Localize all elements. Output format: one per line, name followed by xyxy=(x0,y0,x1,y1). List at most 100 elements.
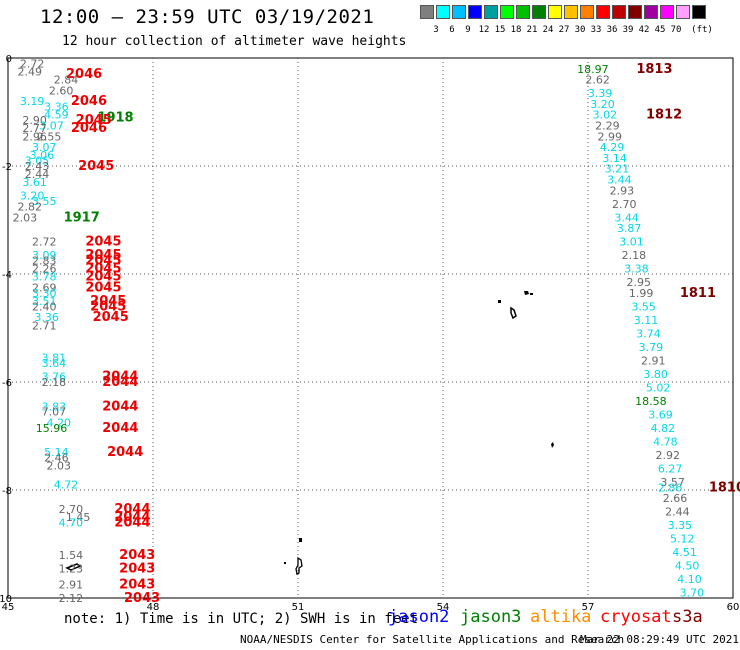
pass-time-label: 2045 xyxy=(85,262,121,277)
legend-swatch xyxy=(644,5,658,19)
wave-height-label: 2.91 xyxy=(59,579,84,592)
legend-swatch xyxy=(452,5,466,19)
pass-time-label: 1812 xyxy=(646,108,682,123)
wave-height-label: 3.07 xyxy=(39,120,64,133)
wave-height-label: 4.72 xyxy=(54,479,79,492)
wave-height-label: 3.83 xyxy=(42,400,67,413)
satellite-legend-item: jason2 xyxy=(388,607,450,627)
wave-height-label: 2.72 xyxy=(32,236,57,249)
legend-label: 45 xyxy=(654,25,666,35)
legend-label: 12 xyxy=(478,25,490,35)
legend-label: 6 xyxy=(449,25,455,35)
wave-height-label: 4.29 xyxy=(600,141,625,154)
pass-time-label: 2044 xyxy=(102,399,138,414)
pass-time-label: 2044 xyxy=(114,502,150,517)
pass-time-label: 2045 xyxy=(90,299,126,314)
legend-swatch xyxy=(420,5,434,19)
wave-height-label: 3.39 xyxy=(588,87,613,100)
pass-time-label: 2044 xyxy=(102,370,138,385)
wave-height-label: 4.82 xyxy=(651,422,676,435)
wave-height-label: 3.06 xyxy=(30,149,55,162)
legend-label: 33 xyxy=(590,25,602,35)
wave-height-label: 2.55 xyxy=(37,130,62,143)
pass-time-label: 2044 xyxy=(114,515,150,530)
wave-height-label: 6.27 xyxy=(658,462,683,475)
pass-time-label: 1917 xyxy=(64,210,100,225)
pass-time-label: 2044 xyxy=(114,510,150,525)
legend-swatch xyxy=(628,5,642,19)
wave-height-label: 1.23 xyxy=(59,562,84,575)
wave-height-label: 2.70 xyxy=(612,198,637,211)
legend-swatch xyxy=(580,5,594,19)
wave-height-label: 2.49 xyxy=(18,66,43,79)
legend-label: 36 xyxy=(606,25,618,35)
lon-tick-label: 45 xyxy=(2,602,15,613)
legend-swatch xyxy=(436,5,450,19)
wave-height-label: 3.20 xyxy=(20,190,45,203)
wave-height-label: 2.92 xyxy=(656,449,681,462)
wave-height-label: 2.18 xyxy=(622,249,647,262)
wave-height-label: 3.07 xyxy=(32,141,57,154)
land-features xyxy=(65,291,554,575)
generated-timestamp: Mar 22 08:29:49 UTC 2021 xyxy=(580,633,739,646)
wave-height-label: 2.96 xyxy=(22,130,47,143)
lat-tick-label: -2 xyxy=(2,162,12,173)
map-frame xyxy=(7,57,734,599)
wave-height-label: 3.55 xyxy=(32,195,57,208)
wave-height-label: 2.03 xyxy=(47,460,72,473)
wave-height-label: 3.51 xyxy=(32,295,57,308)
pass-time-label: 2045 xyxy=(85,235,121,250)
wave-height-label: 2.71 xyxy=(32,319,57,332)
pass-time-label: 1811 xyxy=(680,286,716,301)
wave-height-label: 2.60 xyxy=(49,84,74,97)
wave-height-label: 18.58 xyxy=(635,395,667,408)
wave-height-label: 3.36 xyxy=(34,311,59,324)
wave-height-label: 2.84 xyxy=(54,74,79,87)
axis-tick-labels: 45 48 51 54 57 60 0 -2 -4 -6 -8 -10 xyxy=(0,54,739,613)
wave-height-label: 3.11 xyxy=(634,314,659,327)
pass-time-label: 2045 xyxy=(85,254,121,269)
wave-height-label: 3.80 xyxy=(643,368,668,381)
legend-swatch xyxy=(596,5,610,19)
wave-height-label: 4.51 xyxy=(672,546,697,559)
lat-tick-label: -10 xyxy=(0,594,12,605)
wave-height-label: 3.76 xyxy=(42,371,67,384)
legend-label: 21 xyxy=(526,25,538,35)
wave-height-label: 2.18 xyxy=(42,376,67,389)
lat-tick-label: -4 xyxy=(2,270,12,281)
wave-height-label: 2.43 xyxy=(25,160,50,173)
island-shape xyxy=(284,562,286,564)
legend-swatch xyxy=(612,5,626,19)
wave-height-label: 4.20 xyxy=(47,417,72,430)
wave-height-label: 3.55 xyxy=(631,300,656,313)
wave-height-label: 3.20 xyxy=(590,98,615,111)
pass-time-label: 2044 xyxy=(102,421,138,436)
wave-height-label: 1.54 xyxy=(59,549,84,562)
pass-time-label: 2043 xyxy=(119,561,155,576)
page-title: 12:00 — 23:59 UTC 03/19/2021 xyxy=(40,6,375,28)
wave-height-label: 5.14 xyxy=(44,446,69,459)
pass-time-label: 2046 xyxy=(66,67,102,82)
wave-height-label: 3.69 xyxy=(648,408,673,421)
wave-height-label: 3.74 xyxy=(636,327,661,340)
lon-tick-label: 60 xyxy=(727,602,740,613)
island-shape xyxy=(65,563,82,571)
lon-tick-label: 48 xyxy=(147,602,160,613)
legend-swatch xyxy=(516,5,530,19)
wave-height-label: 3.09 xyxy=(32,249,57,262)
island-shape xyxy=(299,538,302,542)
pass-time-label: 2045 xyxy=(78,159,114,174)
legend-swatch xyxy=(484,5,498,19)
wave-height-label: 2.66 xyxy=(663,492,688,505)
wave-height-label: 2.91 xyxy=(641,354,666,367)
wave-height-label: 3.81 xyxy=(42,352,67,365)
legend-label: 30 xyxy=(574,25,586,35)
legend-label: 9 xyxy=(465,25,471,35)
wave-height-label: 2.44 xyxy=(665,506,690,519)
wave-height-label: 3.35 xyxy=(668,519,693,532)
wave-height-label: 3.02 xyxy=(593,109,618,122)
legend-swatch xyxy=(676,5,690,19)
legend-unit-label: (ft) xyxy=(691,25,713,35)
wave-height-label: 2.40 xyxy=(32,300,57,313)
pass-time-label: 2044 xyxy=(107,445,143,460)
